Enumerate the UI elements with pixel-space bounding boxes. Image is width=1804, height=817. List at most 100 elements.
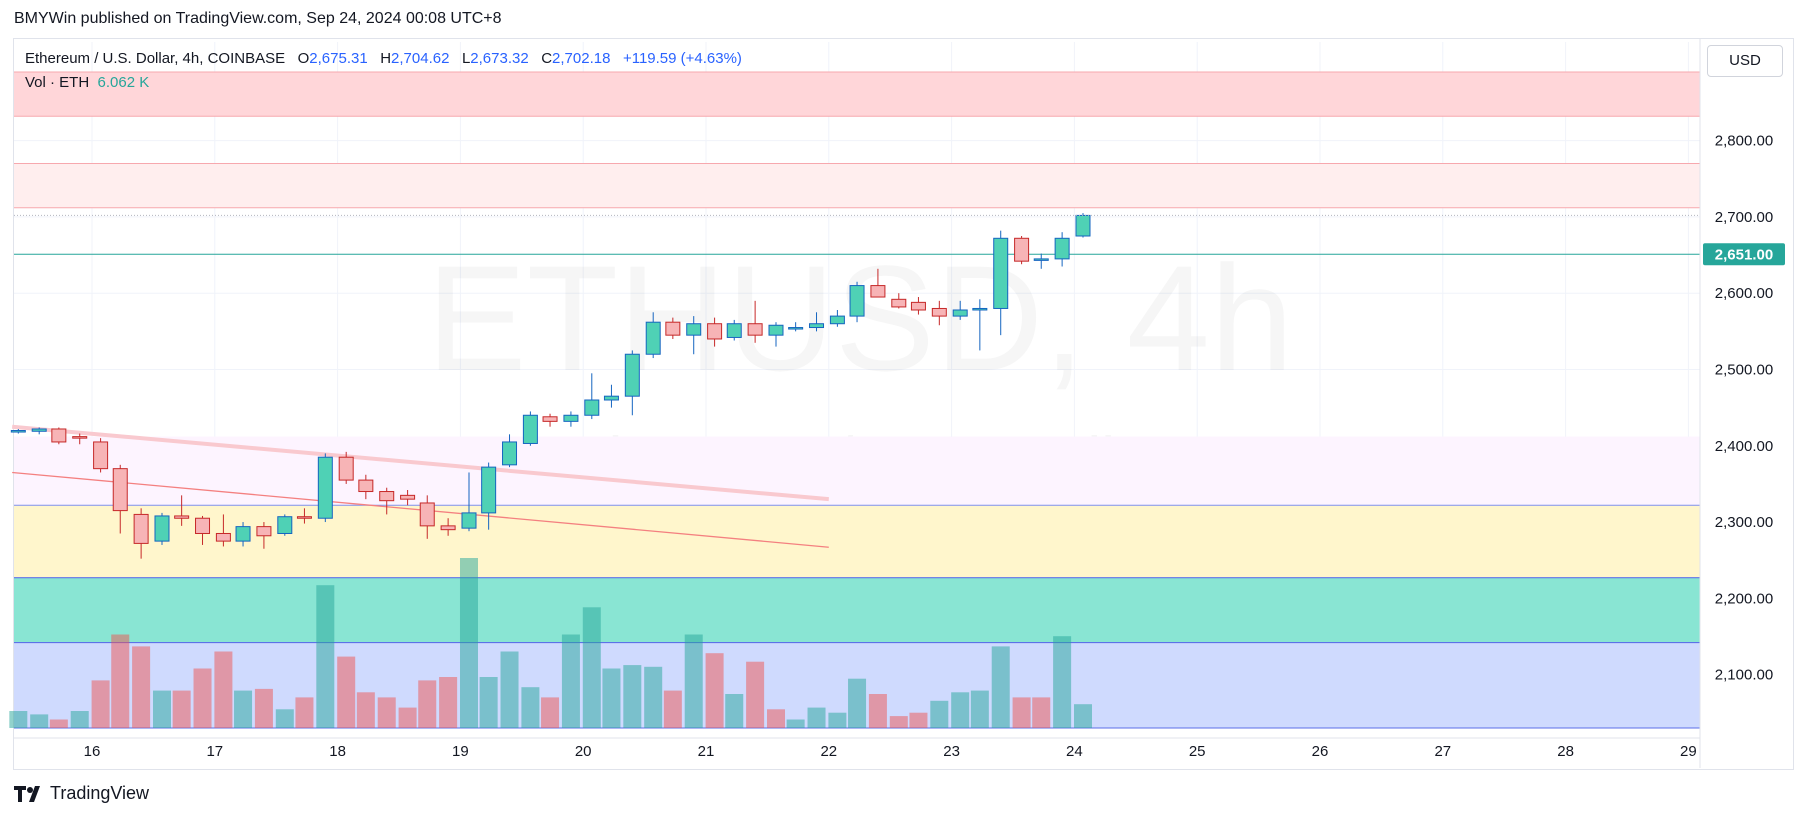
- candle: [1075, 213, 1091, 238]
- candle: [624, 350, 640, 416]
- x-tick-label: 28: [1557, 743, 1574, 760]
- candle: [317, 453, 333, 523]
- candle: [154, 512, 170, 545]
- candle: [93, 438, 109, 473]
- candle: [1054, 232, 1070, 267]
- volume-bar: [479, 677, 498, 728]
- candle-body: [440, 525, 456, 531]
- candle: [256, 522, 272, 549]
- candle: [870, 268, 886, 298]
- candle-body: [952, 309, 968, 317]
- trendline: [12, 424, 829, 502]
- volume-legend: Vol · ETH 6.062 K: [25, 74, 149, 91]
- legend-c-label: C: [541, 50, 553, 67]
- candle-body: [829, 315, 845, 325]
- candle: [747, 300, 763, 343]
- candle: [296, 508, 312, 524]
- currency-button[interactable]: USD: [1707, 45, 1783, 77]
- y-tick-label: 2,400.00: [1715, 438, 1773, 455]
- candle-body: [10, 430, 26, 433]
- candle-body: [1075, 214, 1091, 237]
- y-tick-label: 2,800.00: [1715, 133, 1773, 150]
- volume-bar: [49, 719, 68, 728]
- candle-body: [768, 324, 784, 336]
- y-tick-label: 2,700.00: [1715, 209, 1773, 226]
- candle-body: [235, 526, 251, 542]
- candle-body: [400, 494, 416, 500]
- legend-symbol: Ethereum / U.S. Dollar, 4h, COINBASE: [25, 50, 286, 67]
- candle: [277, 514, 293, 536]
- candle-body: [502, 441, 518, 466]
- candle: [440, 518, 456, 536]
- footer-brand: TradingView: [50, 783, 150, 803]
- volume-bar: [275, 709, 294, 728]
- volume-bar: [582, 607, 601, 728]
- legend-open: 2,675.31: [309, 50, 368, 67]
- x-tick-label: 29: [1680, 743, 1697, 760]
- published-caption: BMYWin published on TradingView.com, Sep…: [14, 10, 502, 27]
- volume-bar: [623, 665, 642, 728]
- candle: [31, 427, 47, 435]
- volume-bar: [746, 661, 765, 728]
- volume-bar: [111, 634, 130, 728]
- candle-body: [707, 323, 723, 340]
- candle-body: [726, 323, 742, 338]
- volume-bar: [991, 646, 1010, 728]
- volume-bar: [725, 694, 744, 728]
- candle: [400, 490, 416, 506]
- candle-body: [1054, 237, 1070, 260]
- legend-change: +119.59 (+4.63%): [622, 50, 742, 67]
- candle-body: [358, 479, 374, 493]
- price-zone: [14, 163, 1700, 208]
- candle-body: [522, 414, 538, 444]
- candle-body: [256, 526, 272, 537]
- volume-bar: [356, 692, 375, 728]
- legend-h-label: H: [380, 50, 392, 67]
- candle: [993, 230, 1009, 336]
- candle: [788, 322, 804, 332]
- price-zone: [14, 505, 1700, 578]
- candle-body: [563, 414, 579, 422]
- candle-body: [747, 323, 763, 336]
- volume-bar: [1053, 636, 1072, 728]
- current-price-tag: [1703, 243, 1785, 266]
- candle-body: [1014, 237, 1030, 262]
- candle-body: [1033, 258, 1049, 261]
- candle-body: [542, 416, 558, 422]
- legend-l-label: L: [461, 50, 471, 67]
- candle-body: [603, 395, 619, 401]
- candle: [829, 309, 845, 327]
- candle-body: [931, 307, 947, 317]
- price-zone: [14, 436, 1700, 506]
- candle-body: [481, 466, 497, 514]
- candle: [502, 434, 518, 468]
- candle-body: [419, 502, 435, 527]
- volume-bar: [234, 690, 253, 728]
- candle: [891, 293, 907, 309]
- current-price-label: 2,651.00: [1715, 246, 1773, 263]
- candle-body: [624, 353, 640, 397]
- candle: [563, 411, 579, 427]
- volume-bar: [909, 712, 928, 728]
- volume-bar: [889, 716, 908, 728]
- volume-bar: [398, 707, 417, 728]
- volume-label: Vol · ETH: [25, 74, 90, 91]
- volume-bar: [561, 634, 580, 728]
- volume-bar: [459, 558, 478, 728]
- volume-bar: [254, 688, 273, 728]
- volume-bar: [70, 711, 89, 728]
- candle: [358, 474, 374, 500]
- candle: [10, 428, 26, 434]
- candle: [1014, 236, 1030, 265]
- volume-bar: [316, 585, 335, 728]
- volume-bar: [970, 690, 989, 728]
- x-tick-label: 19: [452, 743, 469, 760]
- y-tick-label: 2,300.00: [1715, 514, 1773, 531]
- x-tick-label: 22: [820, 743, 837, 760]
- candle: [972, 299, 988, 351]
- volume-bar: [766, 709, 785, 728]
- volume-bar: [500, 651, 519, 728]
- candle: [910, 297, 926, 315]
- y-tick-label: 2,600.00: [1715, 285, 1773, 302]
